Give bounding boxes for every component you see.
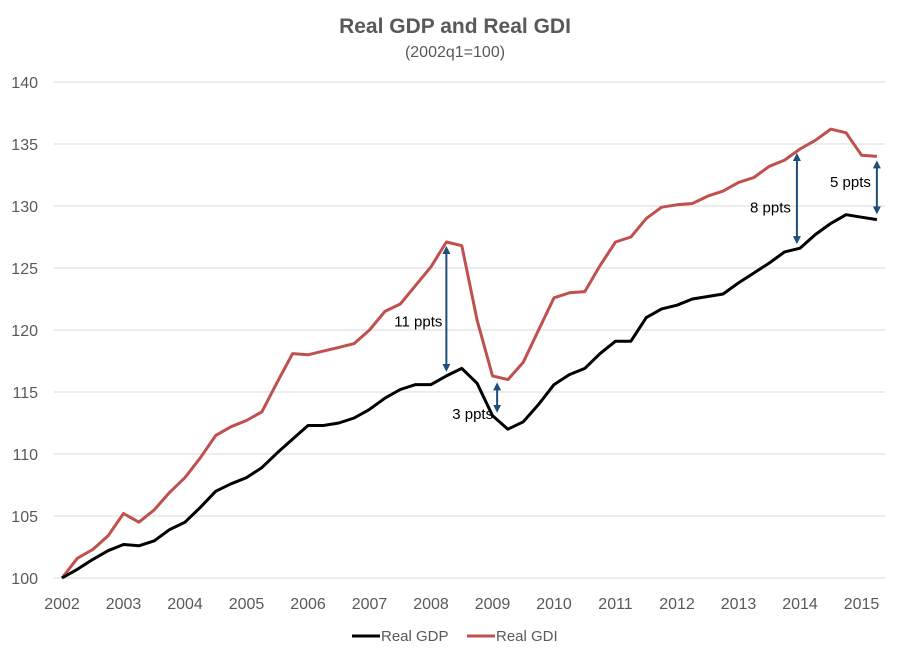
gridlines (54, 81, 885, 579)
y-tick-label: 130 (11, 199, 38, 216)
y-axis: 100 105 110 115 120 125 130 135 140 (11, 75, 38, 588)
legend-label-real-gdi: Real GDI (496, 628, 558, 645)
x-tick-label: 2007 (352, 596, 388, 613)
annotation-label: 3 ppts (452, 406, 493, 423)
x-tick-label: 2009 (475, 596, 511, 613)
y-tick-label: 100 (11, 571, 38, 588)
x-axis: 2002 2003 2004 2005 2006 2007 2008 2009 2010 2011… (44, 596, 879, 613)
x-tick-label: 2015 (844, 596, 880, 613)
x-tick-label: 2008 (413, 596, 449, 613)
y-tick-label: 105 (11, 509, 38, 526)
y-tick-label: 115 (12, 385, 38, 402)
y-tick-label: 125 (11, 261, 38, 278)
x-tick-label: 2011 (598, 596, 633, 613)
annotations: 11 ppts 3 ppts 8 ppts 5 ppts (394, 152, 881, 423)
y-tick-label: 110 (12, 447, 38, 464)
x-tick-label: 2004 (167, 596, 203, 613)
annotation-label: 5 ppts (830, 174, 871, 191)
x-tick-label: 2012 (659, 596, 695, 613)
annotation-label: 8 ppts (750, 200, 791, 217)
series-lines (60, 127, 878, 580)
x-tick-label: 2013 (721, 596, 757, 613)
chart-subtitle: (2002q1=100) (405, 44, 505, 61)
y-tick-label: 140 (11, 75, 38, 92)
x-tick-label: 2003 (106, 596, 142, 613)
chart-title: Real GDP and Real GDI (339, 15, 571, 38)
annotation-label: 11 ppts (394, 314, 442, 331)
x-tick-label: 2002 (44, 596, 80, 613)
x-tick-label: 2005 (229, 596, 265, 613)
y-tick-label: 135 (11, 137, 38, 154)
x-tick-label: 2010 (536, 596, 572, 613)
legend-label-real-gdp: Real GDP (381, 628, 449, 645)
x-tick-label: 2014 (782, 596, 818, 613)
series-line-real-gdi (60, 127, 878, 579)
legend: Real GDP Real GDI (352, 628, 558, 645)
series-line-real-gdp (61, 213, 878, 580)
y-tick-label: 120 (11, 323, 38, 340)
x-tick-label: 2006 (290, 596, 326, 613)
